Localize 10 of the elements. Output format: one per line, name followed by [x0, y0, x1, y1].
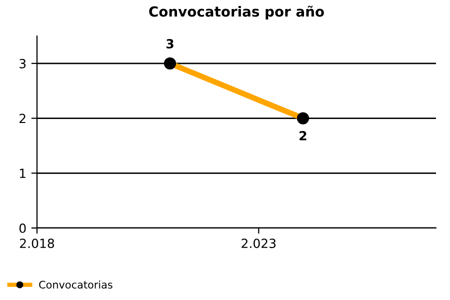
x-tick-label: 2.023 — [242, 238, 276, 248]
y-tick-label: 2 — [20, 114, 26, 124]
y-tick-label: 3 — [20, 58, 26, 68]
y-tick-label: 1 — [20, 168, 26, 178]
chart-title: Convocatorias por año — [149, 6, 324, 20]
data-label: 3 — [166, 39, 174, 49]
x-tick-label: 2.018 — [20, 238, 54, 248]
y-tick-label: 0 — [19, 223, 26, 233]
legend-label: Convocatorias — [39, 280, 112, 289]
data-label: 2 — [300, 131, 306, 140]
